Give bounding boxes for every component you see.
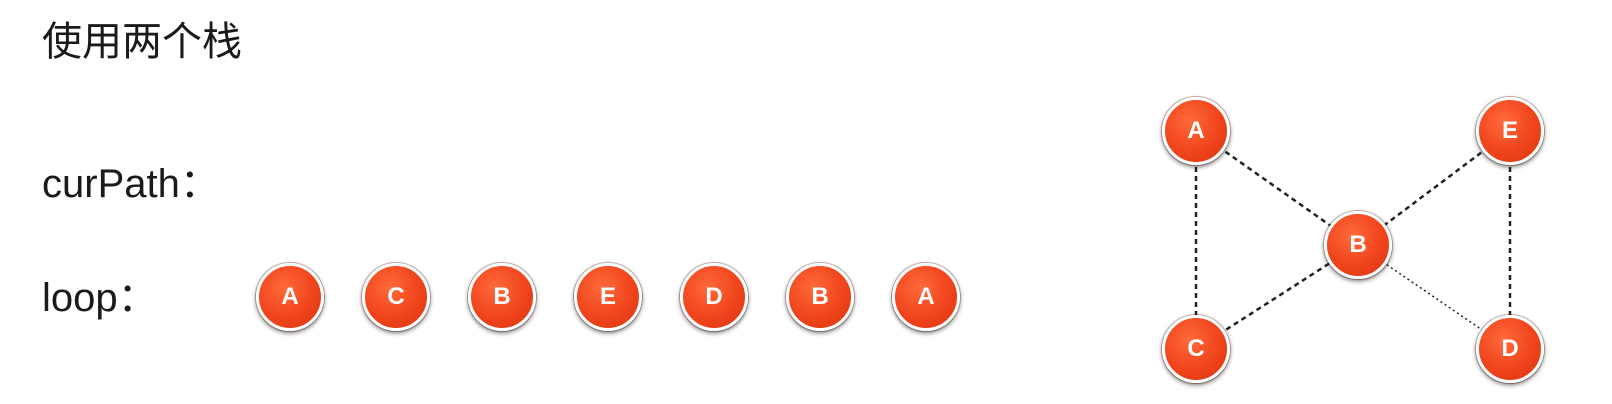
loop-label: loop： xyxy=(42,276,158,320)
graph-node-b: B xyxy=(1324,211,1392,279)
loop-node: B xyxy=(468,263,536,331)
loop-node: D xyxy=(680,263,748,331)
graph-node-c: C xyxy=(1162,315,1230,383)
loop-node: A xyxy=(892,263,960,331)
loop-node: E xyxy=(574,263,642,331)
cur-path-label: curPath： xyxy=(42,162,220,206)
graph-node-d: D xyxy=(1476,315,1544,383)
graph-node-e: E xyxy=(1476,97,1544,165)
loop-node: A xyxy=(256,263,324,331)
graph-node-a: A xyxy=(1162,97,1230,165)
loop-node: B xyxy=(786,263,854,331)
loop-node: C xyxy=(362,263,430,331)
loop-sequence: A C B E D B A xyxy=(256,263,960,335)
page-title: 使用两个栈 xyxy=(42,19,242,65)
graph-diagram: A E B C D xyxy=(1150,85,1570,395)
